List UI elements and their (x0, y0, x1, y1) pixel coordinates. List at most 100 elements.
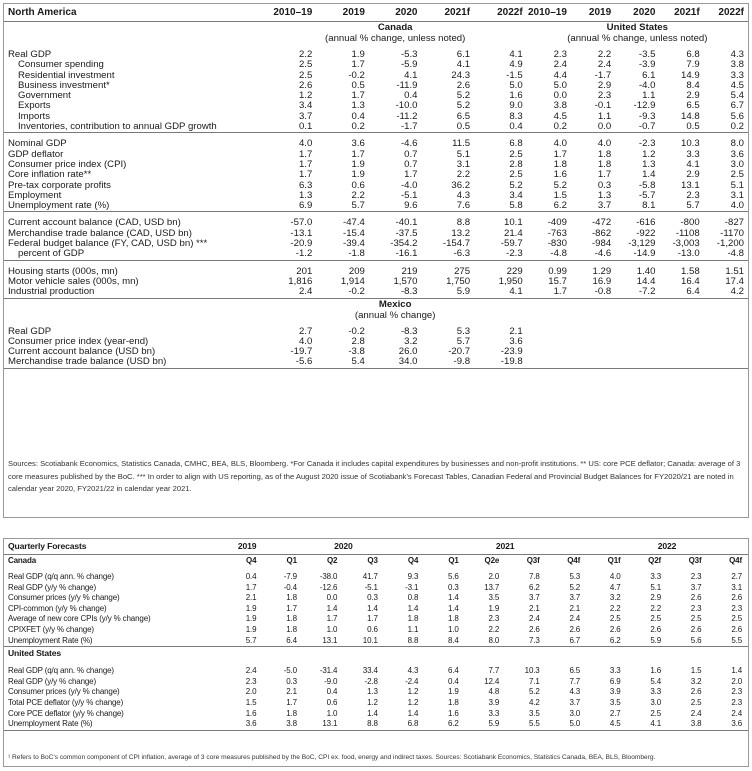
us-value: 1.7 (553, 149, 567, 160)
mexico-value: 5.4 (316, 357, 369, 369)
canada-value: 4.9 (509, 60, 523, 71)
quarter-header: Q4 (246, 556, 257, 565)
year-2022: 2022 (586, 539, 748, 555)
us-section-label: United States (8, 648, 61, 659)
canada-quarter-value: 2.6 (609, 624, 621, 634)
canada-value: 1.9 (351, 170, 365, 181)
us-value: 17.4 (725, 276, 744, 287)
us-quarter-value: 2.4 (731, 708, 742, 718)
canada-value: 5.8 (474, 201, 527, 213)
region-subtitle-row: (annual % change) (4, 310, 748, 321)
canada-quarter-value: 3.7 (528, 593, 540, 603)
canada-quarter-value: 2.5 (731, 614, 742, 624)
table-row: Business investment* 2.6 0.5 -11.9 2.6 5.0 5.0… (4, 81, 748, 91)
us-value: 3.8 (553, 101, 567, 112)
us-quarter-value: 2.4 (245, 666, 257, 676)
canada-quarter-value: 6.7 (545, 635, 587, 648)
canada-value: -11.9 (396, 80, 418, 91)
canada-quarter-value: 2.7 (731, 572, 742, 581)
table-row: Inventories, contribution to annual GDP … (4, 122, 748, 134)
row-label: Consumer prices (y/y % change) (8, 593, 120, 603)
table-row: percent of GDP -1.2 -1.8 -16.1 -6.3 -2.3 -4.8-… (4, 249, 748, 261)
us-value: 3.0 (730, 159, 744, 170)
table-row: Real GDP 2.2 1.9 -5.3 6.1 4.1 2.3 2.2 -3.5 6.8 4.3 (4, 50, 748, 60)
us-value: -4.8 (526, 249, 571, 261)
us-quarter-value: 10.3 (524, 666, 540, 676)
us-value: -3,129 (628, 239, 656, 250)
row-label: CPI-common (y/y % change) (8, 603, 107, 613)
canada-value: -4.0 (400, 180, 418, 191)
us-value: 2.9 (686, 91, 700, 102)
canada-value: 5.2 (456, 101, 471, 112)
quarter-header: Q2 (326, 556, 338, 565)
mexico-value: 3.6 (509, 336, 523, 347)
canada-value: -16.1 (368, 249, 422, 261)
us-quarter-value: 1.9 (448, 687, 459, 697)
us-quarter-value: 3.7 (569, 697, 581, 707)
canada-value: -40.1 (395, 218, 418, 229)
us-value: -1,200 (716, 239, 744, 250)
us-value: 5.4 (730, 91, 744, 102)
canada-value: -1.7 (368, 122, 422, 134)
row-label: Real GDP (y/y % change) (8, 582, 96, 592)
canada-quarter-value: 1.8 (286, 614, 297, 624)
canada-value: 2.6 (456, 80, 471, 91)
canada-value: 0.6 (351, 180, 365, 191)
us-value: 1.40 (636, 266, 656, 277)
canada-quarter-value: 1.4 (407, 603, 419, 613)
quarter-header: Q3f (526, 556, 540, 565)
table-row: Unemployment rate (%) 6.9 5.7 9.6 7.6 5.8 6.2 3… (4, 201, 748, 213)
table-row: Real GDP (q/q ann. % change) 0.4 -7.9 -38.0… (4, 572, 748, 583)
canada-quarter-value: -38.0 (319, 572, 338, 581)
canada-quarter-value: 1.1 (407, 624, 419, 634)
us-quarter-value: 4.3 (407, 666, 419, 676)
us-value: 14.9 (680, 70, 700, 81)
row-label: Unemployment Rate (%) (4, 635, 222, 648)
canada-value: -354.2 (390, 239, 418, 250)
us-quarter-value: 1.8 (448, 697, 459, 707)
table-row: Real GDP 2.7 -0.2 -8.3 5.3 2.1 (4, 327, 748, 337)
us-quarter-value: 33.4 (362, 666, 378, 676)
canada-value: 1.7 (351, 149, 365, 160)
us-value: 4.0 (597, 139, 612, 150)
mexico-value: 4.0 (298, 336, 313, 347)
canada-quarter-value: 5.9 (626, 635, 668, 648)
canada-quarter-value: -0.4 (283, 582, 297, 592)
us-value: 2.3 (597, 91, 612, 102)
canada-quarter-value: 0.6 (367, 624, 378, 634)
us-value: -827 (724, 218, 744, 229)
us-quarter-value: 5.2 (528, 687, 540, 697)
us-value: 6.1 (642, 70, 656, 81)
us-quarter-value: 3.9 (609, 687, 621, 697)
column-header-canada: 2021f (421, 4, 475, 22)
canada-value: 5.2 (509, 180, 523, 191)
canada-quarter-value: 1.4 (326, 603, 338, 613)
us-value: 3.8 (730, 60, 744, 71)
section-title: North America (4, 4, 264, 22)
canada-quarter-value: 0.0 (326, 593, 338, 603)
row-label: percent of GDP (4, 249, 264, 261)
canada-value: 0.7 (404, 159, 418, 170)
mexico-value: 2.1 (509, 326, 523, 337)
canada-value: 4.1 (404, 70, 418, 81)
us-value: 4.3 (730, 50, 744, 60)
canada-quarter-value: -12.6 (319, 582, 338, 592)
us-quarter-value: 2.5 (650, 708, 662, 718)
table-row: Employment 1.3 2.2 -5.1 4.3 3.4 1.5 1.3 -5.7 2.3 3… (4, 191, 748, 201)
canada-quarter-value: 1.9 (488, 603, 500, 613)
canada-value: 2.2 (298, 50, 313, 60)
canada-quarter-value: 2.6 (690, 624, 702, 634)
canada-quarter-value: 2.3 (731, 603, 742, 613)
us-value: -0.7 (615, 122, 660, 134)
us-value: 4.2 (703, 287, 748, 299)
year-header-row: Quarterly Forecasts 2019 2020 2021 2022 (4, 539, 748, 555)
row-label: Real GDP (y/y % change) (8, 676, 96, 686)
canada-quarter-value: 5.1 (650, 582, 662, 592)
canada-value: -8.3 (368, 287, 422, 299)
canada-value: 4.0 (298, 139, 313, 150)
us-quarter-value: -2.8 (364, 676, 378, 686)
us-value: 7.9 (686, 60, 700, 71)
table-row: Current account balance (USD bn) -19.7 -3.… (4, 347, 748, 357)
us-value: 3.7 (570, 201, 616, 213)
quarter-header: Q1 (448, 556, 459, 565)
